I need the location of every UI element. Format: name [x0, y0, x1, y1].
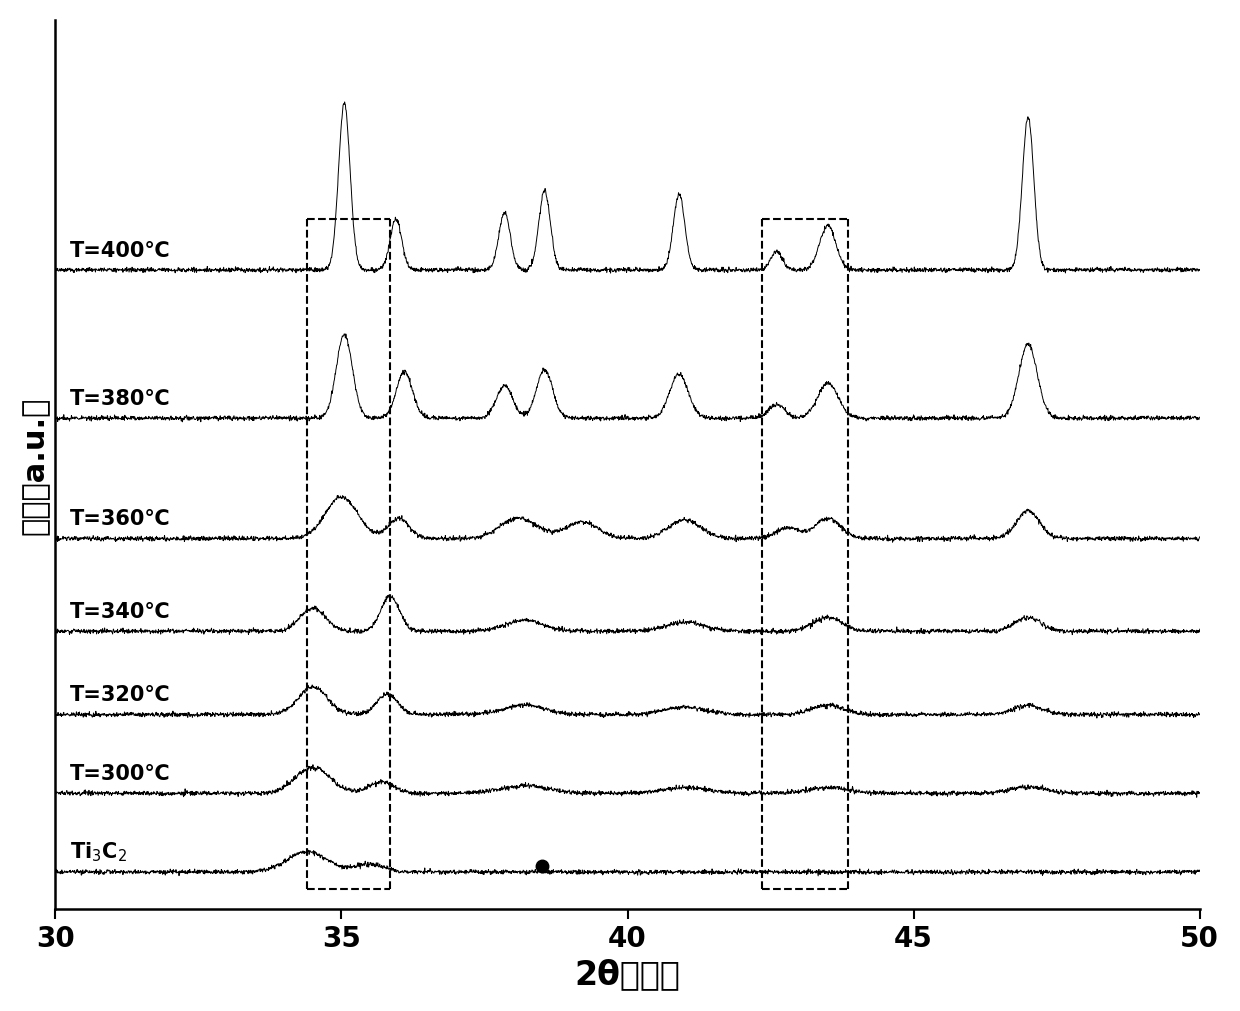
- Text: T=300℃: T=300℃: [69, 763, 170, 784]
- Y-axis label: 强度（a.u.）: 强度（a.u.）: [21, 396, 50, 534]
- X-axis label: 2θ（度）: 2θ（度）: [574, 957, 681, 990]
- Text: T=360℃: T=360℃: [69, 509, 170, 529]
- Text: Ti$_3$C$_2$: Ti$_3$C$_2$: [69, 840, 126, 863]
- Text: T=340℃: T=340℃: [69, 602, 170, 621]
- Text: T=380℃: T=380℃: [69, 388, 170, 408]
- Text: T=400℃: T=400℃: [69, 241, 170, 260]
- Text: T=320℃: T=320℃: [69, 684, 170, 705]
